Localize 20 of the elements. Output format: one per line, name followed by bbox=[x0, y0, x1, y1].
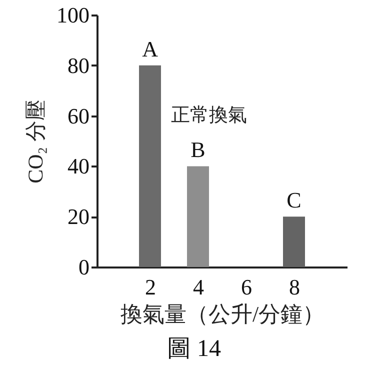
bar bbox=[283, 216, 305, 267]
y-tick-label: 80 bbox=[68, 52, 90, 78]
x-axis-title: 換氣量（公升/分鐘） bbox=[120, 302, 325, 326]
data-label: B bbox=[190, 137, 206, 162]
bar bbox=[139, 65, 161, 267]
y-tick-label: 100 bbox=[56, 2, 90, 28]
annotation: 正常換氣 bbox=[171, 104, 247, 126]
x-tick-label: 6 bbox=[241, 274, 252, 300]
y-tick-label: 40 bbox=[68, 154, 90, 179]
x-tick-label: 8 bbox=[289, 274, 300, 300]
data-label: A bbox=[142, 36, 158, 62]
bar bbox=[187, 166, 209, 267]
x-tick-label: 4 bbox=[193, 274, 204, 300]
y-tick-label: 60 bbox=[68, 103, 90, 128]
text: 圖 14 bbox=[167, 336, 221, 362]
data-label: C bbox=[286, 188, 302, 213]
y-tick-label: 0 bbox=[78, 254, 90, 280]
x-tick-label: 2 bbox=[145, 274, 156, 300]
y-axis-title: CO₂ 分壓 bbox=[24, 100, 48, 184]
y-tick-label: 20 bbox=[68, 204, 90, 230]
